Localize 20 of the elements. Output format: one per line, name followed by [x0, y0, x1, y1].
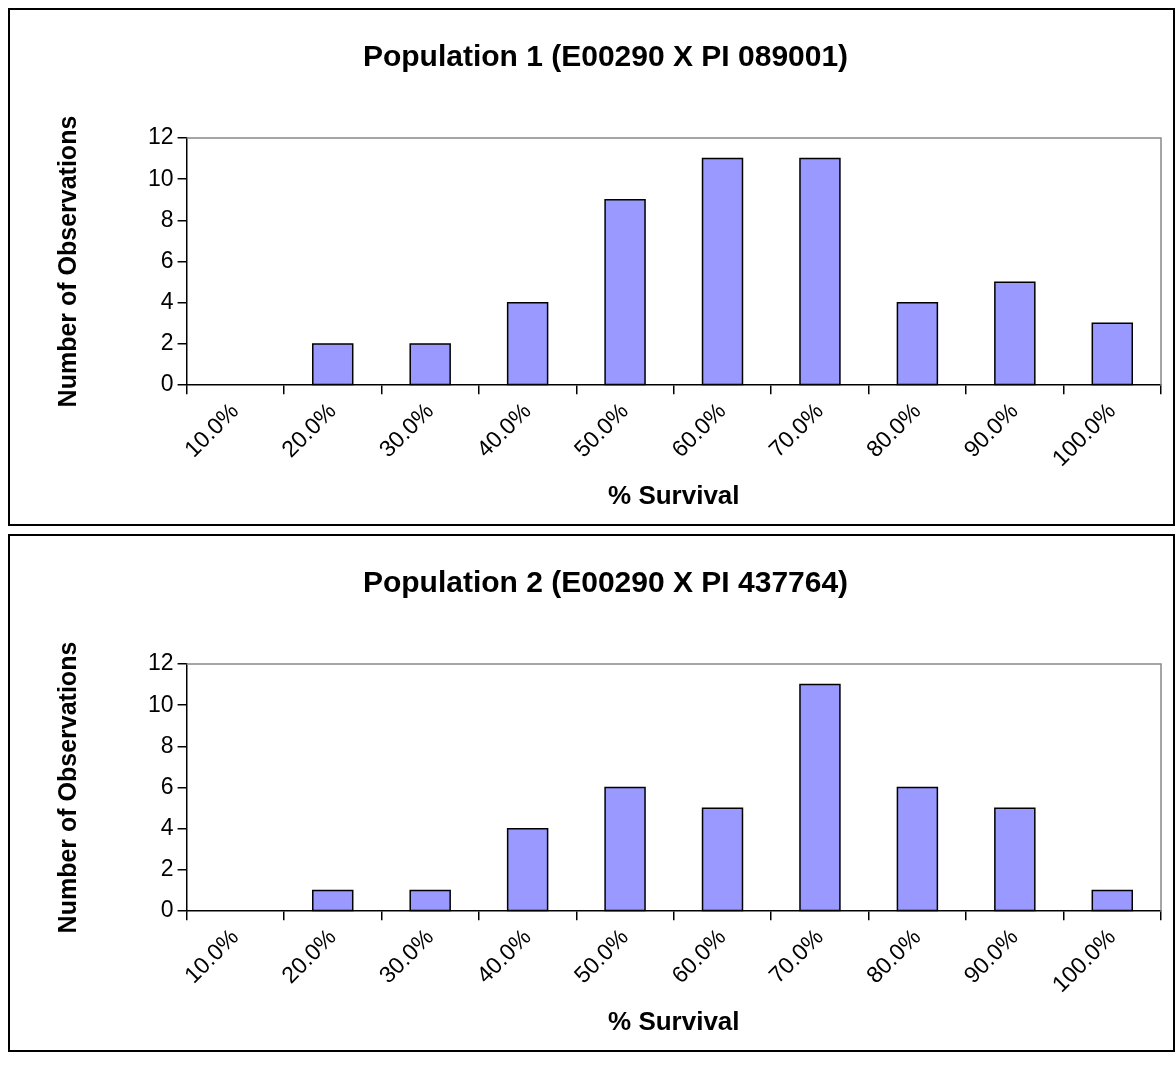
- y-tick-label: 12: [147, 123, 174, 150]
- y-tick-label: 8: [160, 731, 174, 758]
- y-tick-label: 12: [147, 649, 174, 676]
- y-tick-label: 2: [160, 855, 174, 882]
- y-tick-label: 2: [160, 329, 174, 356]
- x-axis-title: % Survival: [608, 479, 740, 510]
- y-tick-label: 0: [160, 370, 174, 397]
- y-tick-label: 8: [160, 205, 174, 232]
- y-axis-title: Number of Observations: [52, 115, 81, 408]
- y-tick-label: 10: [147, 690, 174, 717]
- chart-title: Population 1 (E00290 X PI 089001): [362, 39, 849, 73]
- y-tick-label: 6: [160, 772, 174, 799]
- y-tick-label: 6: [160, 246, 174, 273]
- y-tick-label: 0: [160, 896, 174, 923]
- y-tick-label: 4: [160, 814, 174, 841]
- y-tick-label: 10: [147, 164, 174, 191]
- x-axis-title: % Survival: [608, 1005, 740, 1036]
- y-tick-label: 4: [160, 288, 174, 315]
- y-axis-title: Number of Observations: [52, 641, 81, 934]
- chart-title: Population 2 (E00290 X PI 437764): [362, 565, 849, 599]
